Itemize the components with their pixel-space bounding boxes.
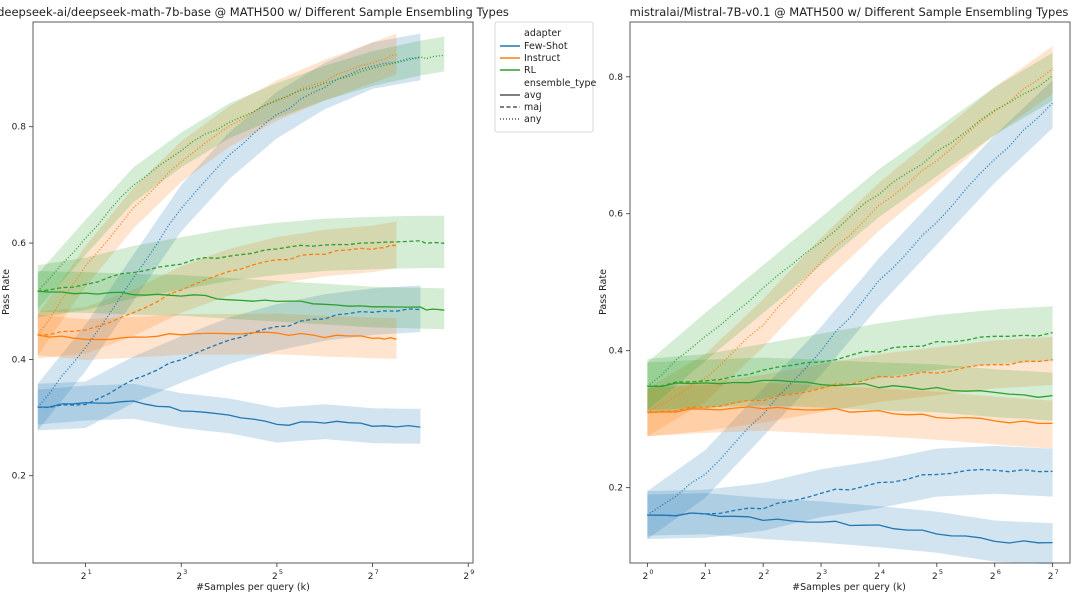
left-xtick-exponent: 9 [470,568,474,576]
right-band-few-shot-any [647,80,1053,539]
right-xtick-exponent: 7 [1055,568,1059,576]
left-band-instruct-any [37,33,397,356]
left-plot-frame [32,21,474,564]
right-band-rl-avg [647,357,1053,421]
right-ytick-label: 0.8 [609,73,624,83]
left-ytick-label: 0.6 [12,239,27,249]
right-line-few-shot-avg [647,512,1053,544]
left-xtick-exponent: 7 [375,568,379,576]
right-chart-title: mistralai/Mistral-7B-v0.1 @ MATH500 w/ D… [630,5,1069,19]
legend-any-label: any [524,114,542,125]
left-line-rl-any [37,54,445,292]
right-xtick-exponent: 4 [881,568,885,576]
right-xtick-exponent: 0 [649,568,653,576]
right-band-instruct-avg [647,382,1053,449]
legend: adapter Few-Shot Instruct RL ensemble_ty… [494,21,597,133]
right-xtick-label: 2 [700,572,706,582]
right-xtick-exponent: 1 [707,568,711,576]
left-ytick-label: 0.2 [12,472,26,482]
right-line-instruct-avg [647,406,1053,425]
left-y-ticks: 0.2 0.4 0.6 0.8 [12,123,33,482]
right-confidence-bands [647,46,1053,565]
legend-rl-label: RL [524,65,537,76]
legend-ensemble-title: ensemble_type [524,78,597,89]
right-line-rl-any [646,75,1053,387]
right-line-instruct-maj [647,359,1053,413]
left-xtick-label: 2 [368,572,374,582]
left-line-instruct-maj [37,244,397,336]
legend-avg-label: avg [524,90,541,101]
right-xtick-label: 2 [1048,572,1054,582]
left-xtick-label: 2 [463,572,469,582]
left-band-few-shot-avg [37,383,421,444]
left-band-few-shot-maj [37,285,421,431]
left-line-few-shot-any [37,57,421,408]
left-band-few-shot-any [37,33,421,431]
right-y-axis-label: Pass Rate [598,269,609,315]
legend-box [494,21,594,133]
left-xtick-exponent: 5 [279,568,283,576]
right-band-few-shot-maj [647,445,1053,539]
right-ytick-label: 0.4 [609,347,624,357]
right-xtick-label: 2 [758,572,764,582]
legend-fewshot-label: Few-Shot [524,41,568,52]
left-band-rl-maj [37,215,445,318]
right-line-rl-avg [647,379,1053,398]
left-band-instruct-avg [37,313,397,360]
right-line-instruct-any [647,68,1053,413]
left-line-instruct-avg [37,331,397,341]
right-xtick-exponent: 5 [939,568,943,576]
right-xtick-exponent: 3 [823,568,827,576]
right-band-instruct-any [647,46,1053,437]
left-xtick-exponent: 3 [183,568,187,576]
right-xtick-label: 2 [990,572,996,582]
left-ytick-label: 0.8 [12,123,27,133]
left-line-few-shot-maj [37,308,421,409]
right-x-axis-label: #Samples per query (k) [792,582,906,593]
left-xtick-label: 2 [272,572,278,582]
left-chart-title: deepseek-ai/deepseek-math-7b-base @ MATH… [0,5,509,19]
left-confidence-bands [37,33,445,444]
left-band-instruct-maj [37,221,397,359]
right-y-ticks: 0.2 0.4 0.6 0.8 [609,73,630,494]
right-band-few-shot-avg [647,493,1053,565]
left-xtick-exponent: 1 [88,568,92,576]
right-line-few-shot-any [647,102,1054,516]
right-xtick-label: 2 [932,572,938,582]
left-y-axis-label: Pass Rate [1,269,12,315]
right-xtick-label: 2 [643,572,649,582]
right-line-few-shot-maj [647,468,1053,517]
right-xtick-exponent: 6 [997,568,1001,576]
right-line-rl-maj [647,331,1053,387]
right-xtick-label: 2 [816,572,822,582]
right-ytick-label: 0.6 [609,210,624,220]
right-band-instruct-maj [647,337,1053,437]
right-ytick-label: 0.2 [609,484,623,494]
right-xtick-exponent: 2 [765,568,769,576]
legend-instruct-label: Instruct [524,53,561,64]
left-line-rl-avg [37,290,445,311]
left-xtick-label: 2 [81,572,87,582]
left-series-lines [37,54,445,428]
left-line-few-shot-avg [37,400,421,428]
left-xtick-label: 2 [176,572,182,582]
left-line-rl-maj [37,240,445,292]
left-line-instruct-any [37,54,397,336]
right-xtick-label: 2 [874,572,880,582]
left-band-rl-any [37,36,445,309]
left-panel: deepseek-ai/deepseek-math-7b-base @ MATH… [0,5,509,593]
legend-maj-label: maj [524,102,542,113]
left-ytick-label: 0.4 [12,355,27,365]
right-plot-frame [629,21,1071,564]
right-band-rl-maj [647,306,1053,414]
left-x-axis-label: #Samples per query (k) [196,582,310,593]
legend-adapter-title: adapter [524,28,561,39]
right-series-lines [646,68,1054,544]
right-panel: mistralai/Mistral-7B-v0.1 @ MATH500 w/ D… [598,5,1071,593]
